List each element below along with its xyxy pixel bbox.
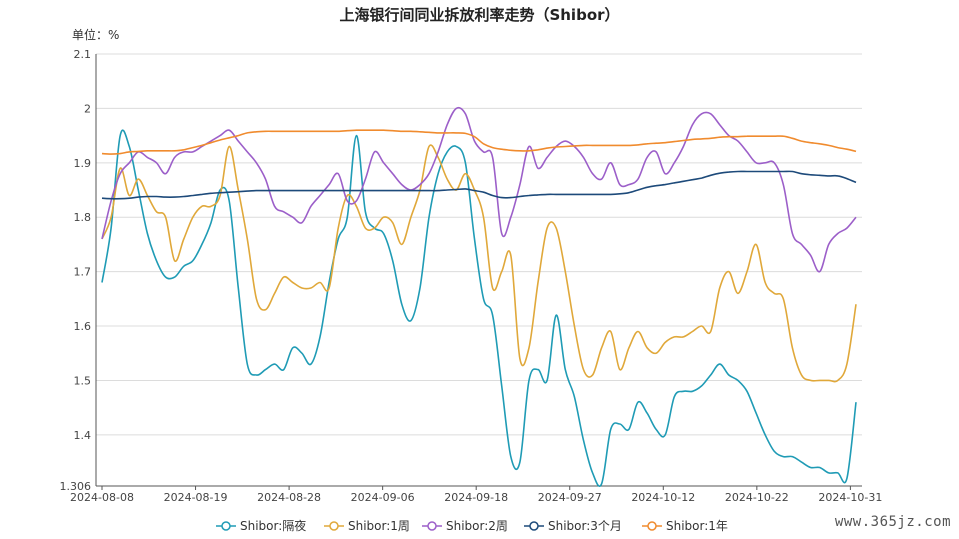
- x-tick-label: 2024-10-22: [725, 491, 789, 504]
- x-tick-label: 2024-09-27: [538, 491, 602, 504]
- y-tick-label: 1.306: [60, 480, 92, 493]
- y-tick-label: 1.6: [74, 320, 92, 333]
- watermark: www.365jz.com: [834, 514, 951, 530]
- chart-title: 上海银行间同业拆放利率走势（Shibor）: [339, 6, 620, 24]
- x-tick-label: 2024-09-06: [351, 491, 415, 504]
- x-tick-label: 2024-08-08: [70, 491, 134, 504]
- y-tick-label: 1.8: [74, 211, 92, 224]
- legend-label: Shibor:3个月: [548, 519, 622, 533]
- series-line-4: [101, 129, 857, 155]
- y-tick-label: 1.5: [74, 374, 92, 387]
- legend-label: Shibor:隔夜: [240, 518, 306, 533]
- unit-label: 单位：%: [72, 28, 120, 42]
- x-tick-label: 2024-08-19: [164, 491, 228, 504]
- y-tick-label: 1.4: [74, 429, 92, 442]
- y-tick-label: 2.1: [74, 48, 92, 61]
- series-line-2: [101, 106, 857, 273]
- legend-swatch-marker: [221, 521, 231, 531]
- x-tick-label: 2024-10-31: [818, 491, 882, 504]
- x-tick-label: 2024-10-12: [631, 491, 695, 504]
- series-line-3: [101, 170, 857, 200]
- legend-swatch-marker: [647, 521, 657, 531]
- legend-swatch-marker: [529, 521, 539, 531]
- y-tick-label: 1.9: [74, 157, 92, 170]
- legend-item[interactable]: Shibor:隔夜: [216, 518, 306, 533]
- legend-label: Shibor:1周: [348, 519, 410, 533]
- legend-swatch-marker: [329, 521, 339, 531]
- y-tick-label: 1.7: [74, 266, 92, 279]
- legend-label: Shibor:1年: [666, 519, 728, 533]
- series-line-0: [101, 129, 857, 488]
- series-line-1: [101, 144, 857, 383]
- legend-item[interactable]: Shibor:1年: [642, 519, 728, 533]
- x-tick-label: 2024-08-28: [257, 491, 321, 504]
- series-lines: [101, 106, 857, 488]
- y-tick-label: 2: [84, 102, 91, 115]
- legend-item[interactable]: Shibor:3个月: [524, 519, 622, 533]
- legend: Shibor:隔夜 Shibor:1周 Shibor:2周 Shibor:3个月 Shi…: [216, 518, 728, 533]
- legend-item[interactable]: Shibor:2周: [422, 519, 508, 533]
- axes: 1.306 1.4 1.5 1.6 1.7 1.8 1.9 2 2.1 2024-08-08 202…: [60, 48, 883, 504]
- legend-label: Shibor:2周: [446, 519, 508, 533]
- x-tick-label: 2024-09-18: [444, 491, 508, 504]
- legend-swatch-marker: [427, 521, 437, 531]
- legend-item[interactable]: Shibor:1周: [324, 519, 410, 533]
